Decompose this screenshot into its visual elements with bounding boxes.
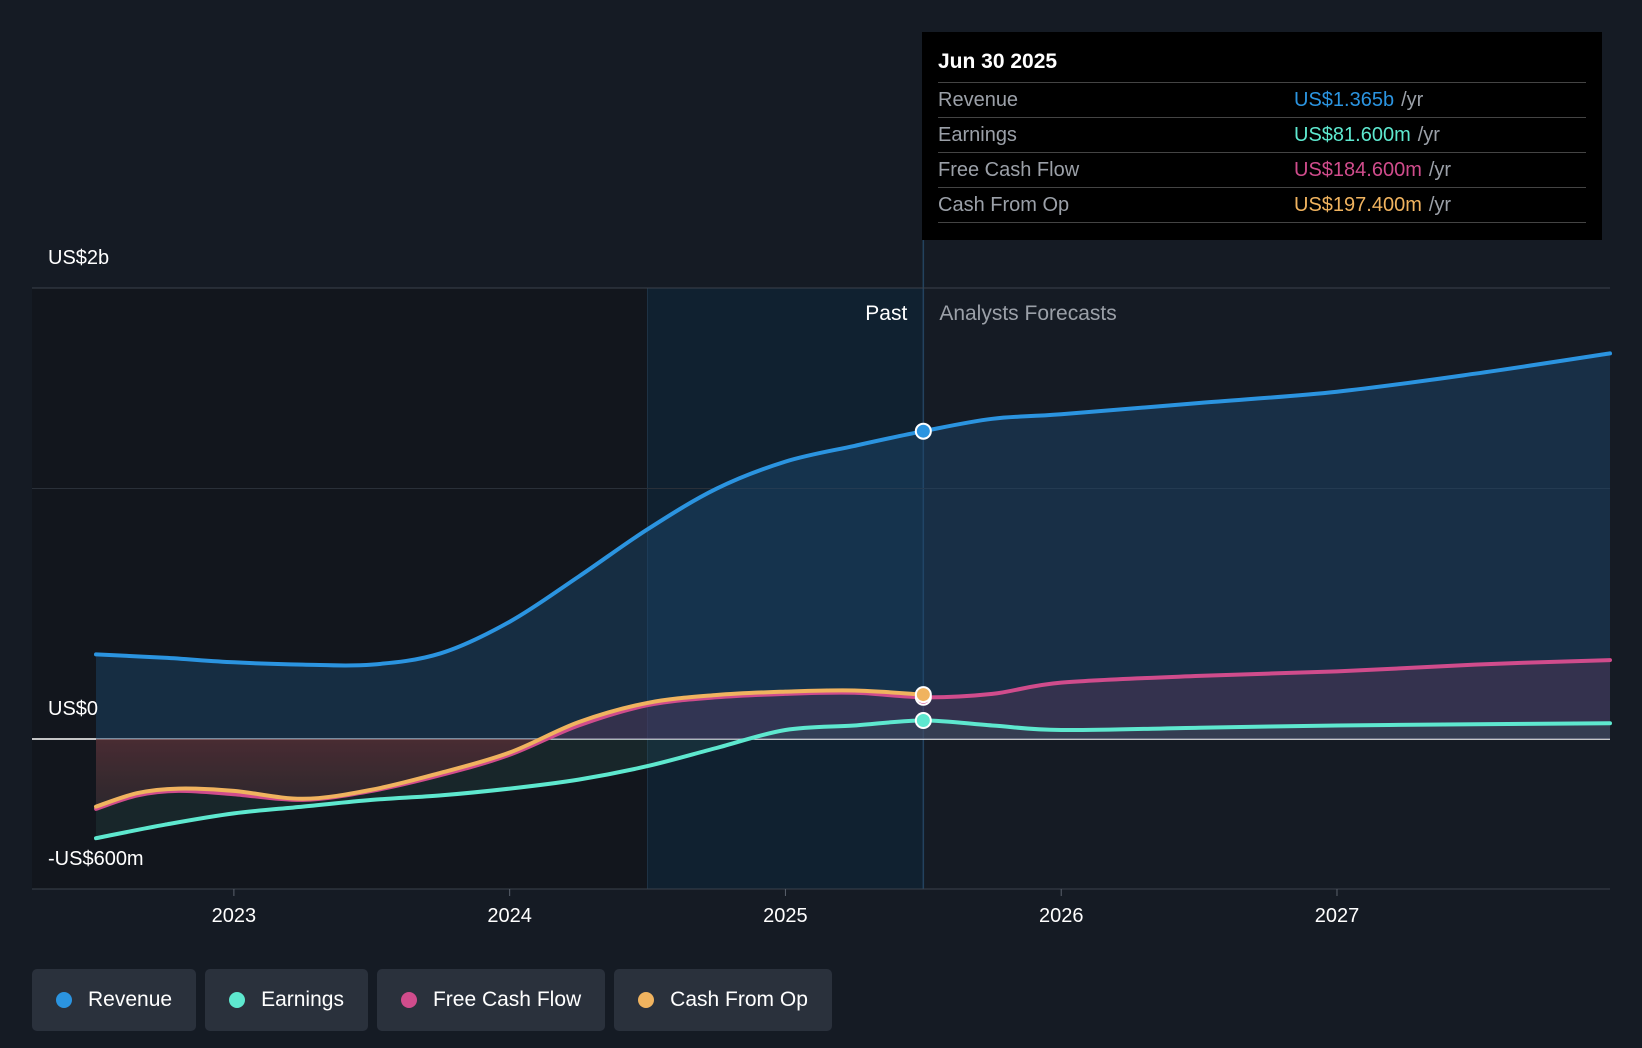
legend-label: Free Cash Flow — [432, 988, 582, 1011]
tooltip-label: Cash From Op — [938, 194, 1070, 216]
x-tick-label: 2024 — [487, 905, 532, 927]
tooltip-row-revenue: Revenue US$1.365b /yr — [938, 83, 1586, 118]
earnings-line — [94, 718, 1612, 841]
legend-item-earnings[interactable]: Earnings — [205, 969, 368, 1031]
tooltip-value: US$184.600m — [1294, 159, 1422, 181]
earnings-dot-icon — [229, 992, 246, 1008]
tooltip-unit: /yr — [1401, 89, 1424, 111]
legend-label: Revenue — [88, 988, 173, 1011]
tooltip-value: US$1.365b — [1294, 89, 1395, 111]
tooltip-value: US$81.600m — [1294, 124, 1411, 146]
tooltip-row-cash-from-op: Cash From Op US$197.400m /yr — [938, 188, 1586, 223]
tooltip-panel: Jun 30 2025 Revenue US$1.365b /yr Earnin… — [922, 32, 1602, 240]
past-label: Past — [865, 302, 907, 325]
free-cash-flow-line — [94, 658, 1612, 811]
free-cash-flow-negative-area — [96, 739, 1610, 809]
tooltip-label: Free Cash Flow — [938, 159, 1080, 181]
legend-item-free-cash-flow[interactable]: Free Cash Flow — [376, 969, 606, 1031]
legend-label: Cash From Op — [670, 988, 808, 1011]
tooltip-value: US$197.400m — [1294, 194, 1422, 216]
cash-from-op-dot-icon — [638, 992, 655, 1008]
revenue-point — [914, 422, 932, 440]
tooltip-unit: /yr — [1428, 194, 1452, 216]
tooltip-unit: /yr — [1428, 159, 1452, 181]
y-tick-label: US$2b — [48, 247, 109, 269]
revenue-line — [94, 351, 1612, 668]
tooltip-row-earnings: Earnings US$81.600m /yr — [938, 118, 1586, 153]
tooltip-label: Revenue — [938, 89, 1019, 111]
x-tick-label: 2025 — [763, 905, 808, 927]
legend-item-cash-from-op[interactable]: Cash From Op — [614, 969, 832, 1031]
earnings-point — [914, 712, 932, 730]
legend-item-revenue[interactable]: Revenue — [32, 969, 197, 1031]
free-cash-flow-area — [96, 660, 1610, 739]
revenue-dot-icon — [56, 992, 72, 1008]
earnings-area — [96, 720, 1610, 839]
forecast-label: Analysts Forecasts — [939, 302, 1116, 325]
tooltip-unit: /yr — [1417, 124, 1440, 146]
cash-from-op-line — [94, 688, 926, 809]
legend: Revenue Earnings Free Cash Flow Cash Fro… — [32, 969, 832, 1031]
y-tick-label: -US$600m — [48, 848, 144, 870]
legend-label: Earnings — [261, 988, 344, 1011]
x-tick-label: 2027 — [1315, 905, 1360, 927]
x-tick-label: 2026 — [1039, 905, 1084, 927]
free-cash-flow-dot-icon — [400, 992, 417, 1008]
revenue-area — [96, 353, 1610, 739]
tooltip-row-free-cash-flow: Free Cash Flow US$184.600m /yr — [938, 153, 1586, 188]
tooltip-label: Earnings — [938, 124, 1017, 146]
tooltip-date: Jun 30 2025 — [938, 46, 1586, 83]
y-tick-label: US$0 — [48, 698, 98, 720]
cash-from-op-point — [914, 686, 932, 704]
highlight-region — [647, 288, 924, 889]
x-tick-label: 2023 — [212, 905, 257, 927]
